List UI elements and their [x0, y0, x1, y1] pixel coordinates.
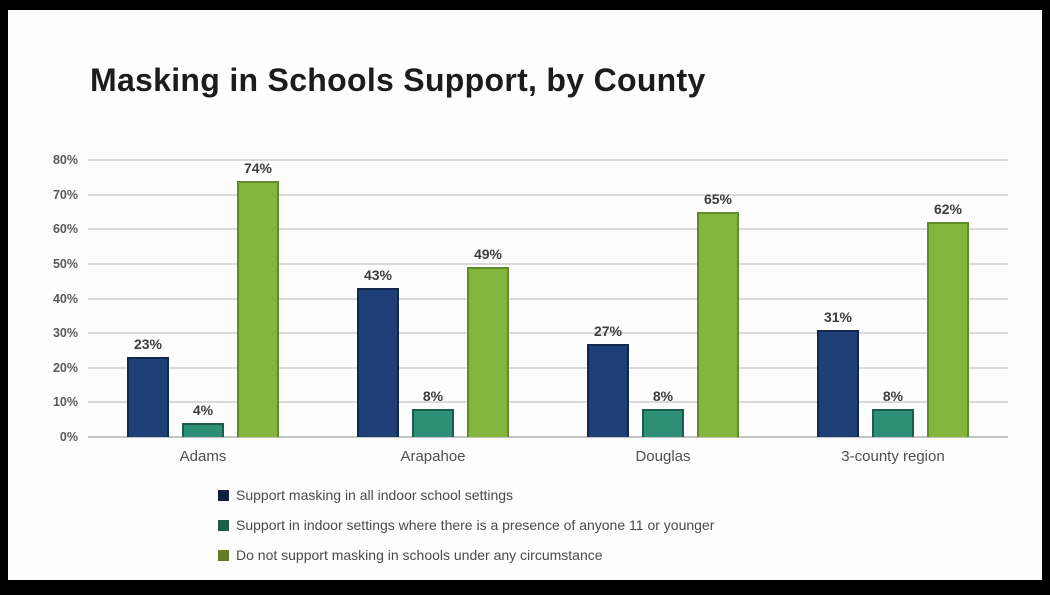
- y-axis-tick-label: 50%: [52, 256, 78, 271]
- category-group: 23% 4% 74% Adams: [127, 160, 279, 465]
- y-axis-tick-label: 80%: [52, 153, 78, 167]
- bar-value-label: 27%: [593, 322, 623, 339]
- bar: [237, 181, 279, 437]
- gridline: [88, 436, 1008, 438]
- bar-wrap: 8%: [642, 160, 684, 437]
- bar-wrap: 27%: [587, 160, 629, 437]
- bar-value-label: 8%: [422, 388, 444, 405]
- bar-value-label: 74%: [243, 160, 273, 176]
- y-axis-tick-label: 20%: [52, 360, 78, 375]
- legend-item: Support masking in all indoor school set…: [218, 487, 714, 504]
- bar: [927, 222, 969, 437]
- legend-item: Support in indoor settings where there i…: [218, 517, 714, 534]
- y-axis-tick-label: 10%: [52, 395, 78, 410]
- bar-wrap: 4%: [182, 160, 224, 437]
- bar: [872, 409, 914, 437]
- legend-label: Support in indoor settings where there i…: [236, 517, 715, 533]
- gridline: [88, 193, 1008, 196]
- bar-wrap: 23%: [127, 160, 169, 437]
- bar-value-label: 31%: [823, 308, 853, 325]
- category-group: 31% 8% 62% 3-county region: [817, 160, 969, 465]
- bar-wrap: 31%: [817, 160, 859, 437]
- legend-item: Do not support masking in schools under …: [218, 547, 714, 564]
- x-axis-category-label: Adams: [179, 448, 227, 465]
- bar-value-label: 49%: [473, 246, 503, 263]
- bar-wrap: 65%: [697, 160, 739, 437]
- y-axis-tick-label: 60%: [52, 222, 78, 237]
- bar-value-label: 4%: [192, 402, 214, 419]
- y-axis-tick-label: 70%: [52, 187, 78, 202]
- bar: [587, 343, 629, 437]
- bar: [127, 357, 169, 437]
- bar: [467, 267, 509, 437]
- legend: Support masking in all indoor school set…: [218, 487, 714, 564]
- bar-value-label: 8%: [652, 388, 674, 405]
- bar-value-label: 43%: [363, 267, 393, 284]
- gridline: [88, 297, 1008, 300]
- y-axis-tick-label: 0%: [59, 430, 78, 444]
- chart-title: Masking in Schools Support, by County: [90, 62, 706, 98]
- bar-value-label: 8%: [882, 388, 904, 405]
- plot-area: 0% 10% 20% 30% 40% 50% 60% 70% 80% 23% 4% 74% Adams 4…: [53, 153, 1008, 465]
- bar-wrap: 43%: [357, 160, 399, 437]
- gridline: [88, 159, 1008, 161]
- slide-card: Masking in Schools Support, by County 0%…: [8, 10, 1042, 580]
- bar: [642, 409, 684, 437]
- y-axis-tick-label: 40%: [52, 291, 78, 306]
- x-axis-category-label: 3-county region: [841, 448, 945, 465]
- legend-label: Support masking in all indoor school set…: [236, 487, 514, 503]
- bar: [697, 211, 739, 437]
- category-group: 27% 8% 65% Douglas: [587, 160, 739, 465]
- bar-groups: 23% 4% 74% Adams 43% 8% 49% Arapahoe 27% 8% 65% Dou…: [88, 160, 1008, 465]
- legend-swatch: [218, 550, 229, 561]
- bar-value-label: 62%: [933, 201, 963, 218]
- bar-wrap: 8%: [412, 160, 454, 437]
- bar-value-label: 65%: [703, 190, 733, 207]
- gridline: [88, 262, 1008, 265]
- gridline: [88, 366, 1008, 369]
- gridline: [88, 228, 1008, 231]
- bar-wrap: 62%: [927, 160, 969, 437]
- bar: [412, 409, 454, 437]
- category-group: 43% 8% 49% Arapahoe: [357, 160, 509, 465]
- gridline: [88, 332, 1008, 335]
- legend-label: Do not support masking in schools under …: [236, 547, 603, 563]
- bar-wrap: 8%: [872, 160, 914, 437]
- legend-swatch: [218, 520, 229, 531]
- bar: [182, 423, 224, 437]
- x-axis-category-label: Douglas: [635, 448, 691, 465]
- y-axis-tick-label: 30%: [52, 326, 78, 341]
- bar-wrap: 49%: [467, 160, 509, 437]
- bar: [357, 288, 399, 437]
- gridline: [88, 401, 1008, 404]
- bar-wrap: 74%: [237, 160, 279, 437]
- legend-swatch: [218, 490, 229, 501]
- bar-value-label: 23%: [133, 336, 163, 353]
- x-axis-category-label: Arapahoe: [400, 448, 466, 465]
- bar: [817, 329, 859, 437]
